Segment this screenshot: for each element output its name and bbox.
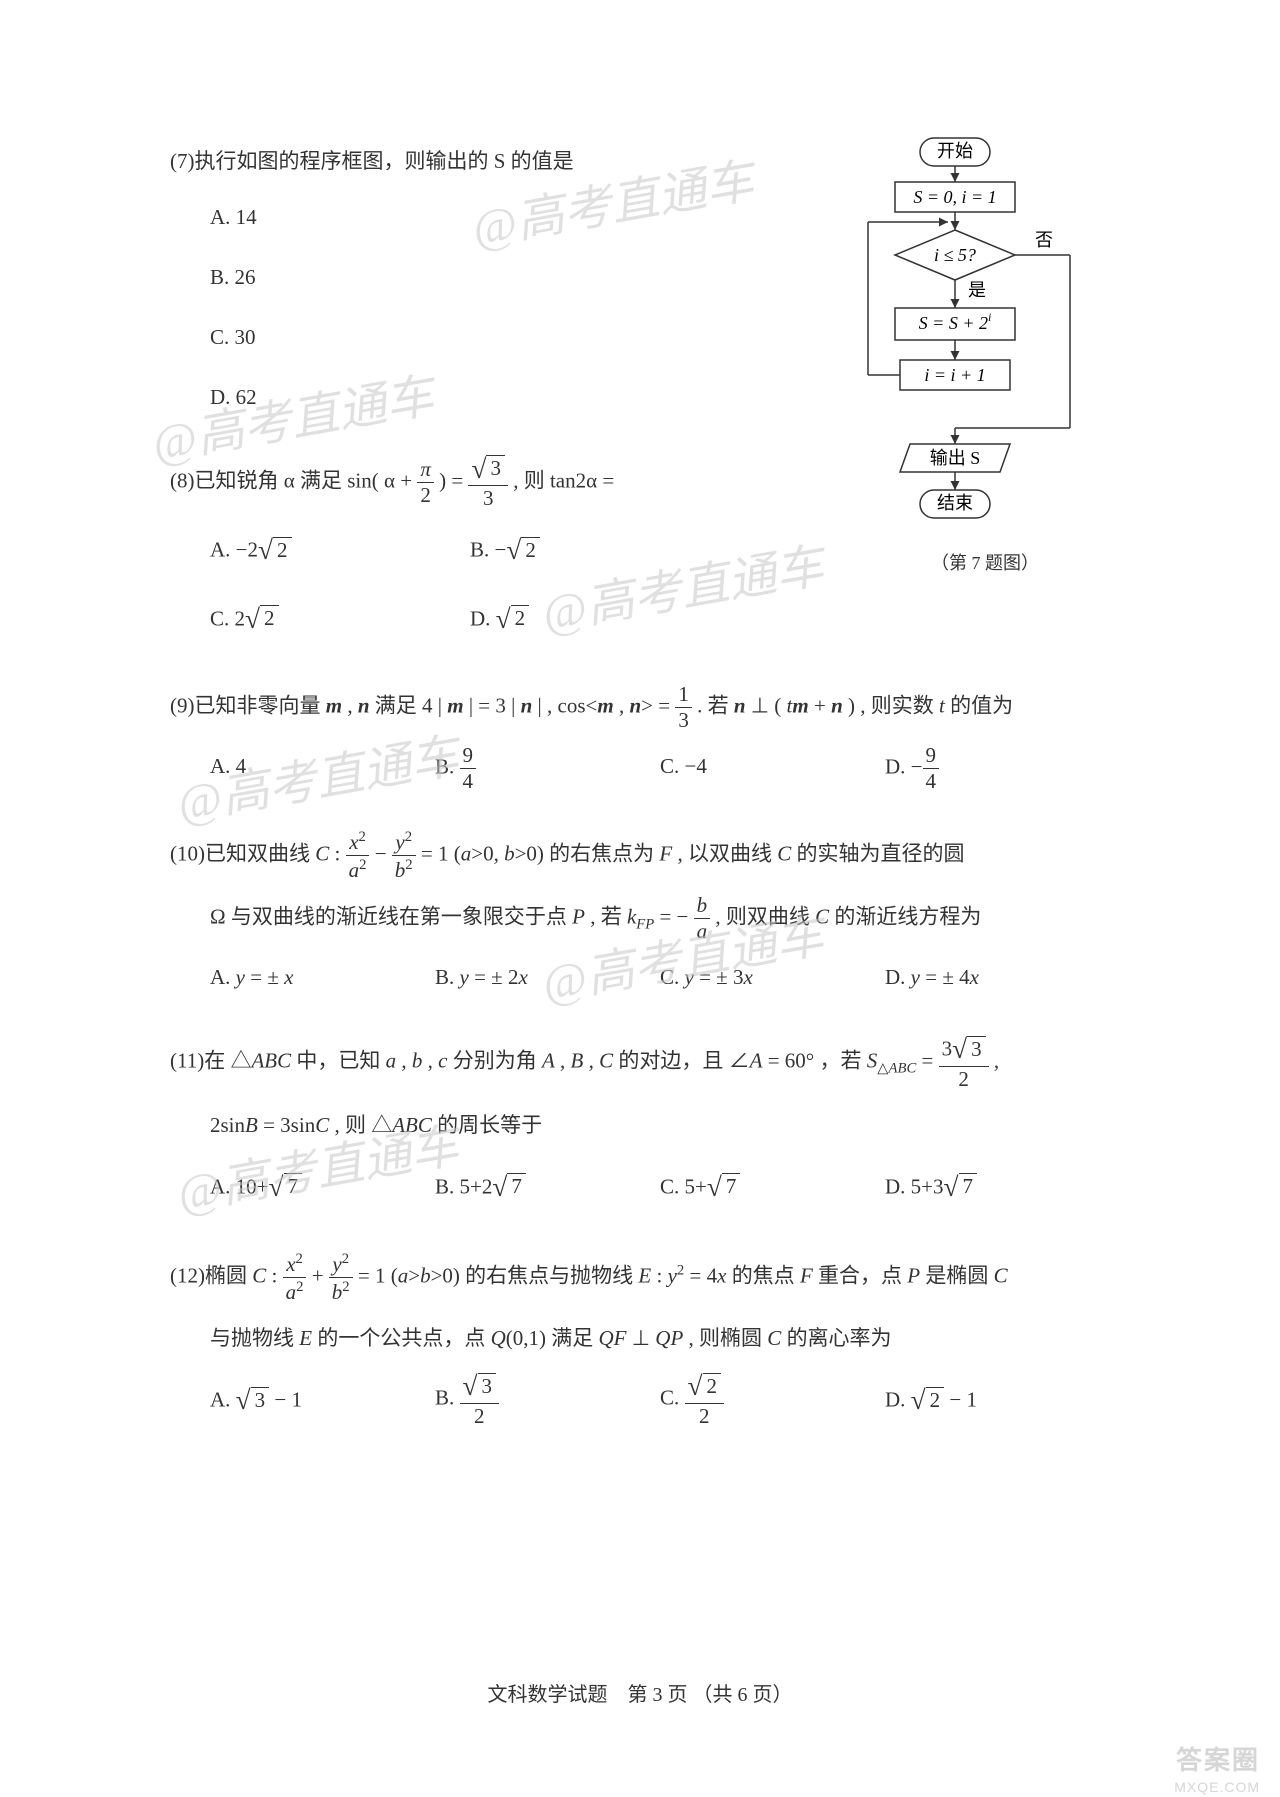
question-7-text: (7)执行如图的程序框图，则输出的 S 的值是: [170, 140, 730, 182]
page-footer: 文科数学试题 第 3 页 （共 6 页）: [0, 1678, 1280, 1707]
option-A: A. √3 − 1: [210, 1373, 435, 1428]
option-D: D. −94: [885, 745, 1110, 792]
option-C: C. √22: [660, 1373, 885, 1428]
question-8-text: (8)已知锐角 α 满足 sin( α + π2 ) = √33 , 则 tan…: [170, 456, 730, 509]
option-D: D. 62: [210, 376, 730, 418]
question-9-options: A. 4 B. 94 C. −4 D. −94: [170, 745, 1110, 792]
question-12-options: A. √3 − 1 B. √32 C. √22 D. √2 − 1: [170, 1373, 1110, 1428]
question-7: (7)执行如图的程序框图，则输出的 S 的值是 A. 14 B. 26 C. 3…: [170, 140, 730, 418]
option-A: A. 4: [210, 745, 435, 792]
option-C: C. 2√2: [210, 592, 470, 647]
question-8-options-row2: C. 2√2 D. √2: [170, 592, 730, 647]
option-A: A. 14: [210, 196, 730, 238]
question-8-options-row1: A. −2√2 B. −√2: [170, 523, 730, 578]
question-9-text: (9)已知非零向量 m , n 满足 4 | m | = 3 | n | , c…: [170, 684, 1110, 731]
flowchart-figure: 开始 S = 0, i = 1 i ≤ 5? 是 否 S = S + 2i i …: [860, 138, 1110, 575]
question-7-options: A. 14 B. 26 C. 30 D. 62: [170, 196, 730, 418]
option-A: A. 10+√7: [210, 1160, 435, 1215]
question-12-text: (12)椭圆 C : x2a2 + y2b2 = 1 (a>b>0) 的右焦点与…: [170, 1252, 1110, 1303]
option-A: A. y = ± x: [210, 956, 435, 998]
flowchart-caption: （第 7 题图）: [860, 549, 1110, 575]
svg-text:S = 0, i = 1: S = 0, i = 1: [913, 187, 996, 207]
option-C: C. y = ± 3x: [660, 956, 885, 998]
option-B: B. 26: [210, 256, 730, 298]
corner-sub: MXQE.COM: [1174, 1779, 1260, 1795]
question-12-line2: 与抛物线 E 的一个公共点，点 Q(0,1) 满足 QF ⊥ QP , 则椭圆 …: [170, 1317, 1110, 1359]
flowchart-svg: 开始 S = 0, i = 1 i ≤ 5? 是 否 S = S + 2i i …: [860, 138, 1110, 538]
option-B: B. −√2: [470, 523, 730, 578]
svg-text:S = S + 2i: S = S + 2i: [919, 310, 992, 333]
option-B: B. 94: [435, 745, 660, 792]
question-10-line2: Ω 与双曲线的渐近线在第一象限交于点 P , 若 kFP = − ba , 则双…: [170, 895, 1110, 942]
option-B: B. 5+2√7: [435, 1160, 660, 1215]
question-11-options: A. 10+√7 B. 5+2√7 C. 5+√7 D. 5+3√7: [170, 1160, 1110, 1215]
option-D: D. y = ± 4x: [885, 956, 1110, 998]
option-A: A. −2√2: [210, 523, 470, 578]
option-C: C. 5+√7: [660, 1160, 885, 1215]
option-C: C. −4: [660, 745, 885, 792]
question-11-line2: 2sinB = 3sinC , 则 △ABC 的周长等于: [170, 1104, 1110, 1146]
svg-text:i ≤ 5?: i ≤ 5?: [934, 245, 976, 265]
question-9: (9)已知非零向量 m , n 满足 4 | m | = 3 | n | , c…: [170, 684, 1110, 792]
question-10: (10)已知双曲线 C : x2a2 − y2b2 = 1 (a>0, b>0)…: [170, 830, 1110, 998]
question-11: (11)在 △ABC 中，已知 a , b , c 分别为角 A , B , C…: [170, 1036, 1110, 1214]
question-8: (8)已知锐角 α 满足 sin( α + π2 ) = √33 , 则 tan…: [170, 456, 730, 646]
question-11-text: (11)在 △ABC 中，已知 a , b , c 分别为角 A , B , C…: [170, 1036, 1110, 1089]
svg-text:是: 是: [968, 280, 986, 300]
option-B: B. √32: [435, 1373, 660, 1428]
option-B: B. y = ± 2x: [435, 956, 660, 998]
svg-text:输出 S: 输出 S: [930, 448, 981, 468]
question-12: (12)椭圆 C : x2a2 + y2b2 = 1 (a>b>0) 的右焦点与…: [170, 1252, 1110, 1428]
svg-text:否: 否: [1035, 230, 1053, 250]
svg-text:开始: 开始: [937, 141, 973, 161]
question-10-options: A. y = ± x B. y = ± 2x C. y = ± 3x D. y …: [170, 956, 1110, 998]
question-10-text: (10)已知双曲线 C : x2a2 − y2b2 = 1 (a>0, b>0)…: [170, 830, 1110, 881]
option-C: C. 30: [210, 316, 730, 358]
option-D: D. 5+3√7: [885, 1160, 1110, 1215]
option-D: D. √2 − 1: [885, 1373, 1110, 1428]
svg-text:i = i + 1: i = i + 1: [924, 365, 985, 385]
option-D: D. √2: [470, 592, 730, 647]
corner-logo: 答案圈: [1176, 1740, 1260, 1777]
svg-text:结束: 结束: [937, 493, 973, 513]
